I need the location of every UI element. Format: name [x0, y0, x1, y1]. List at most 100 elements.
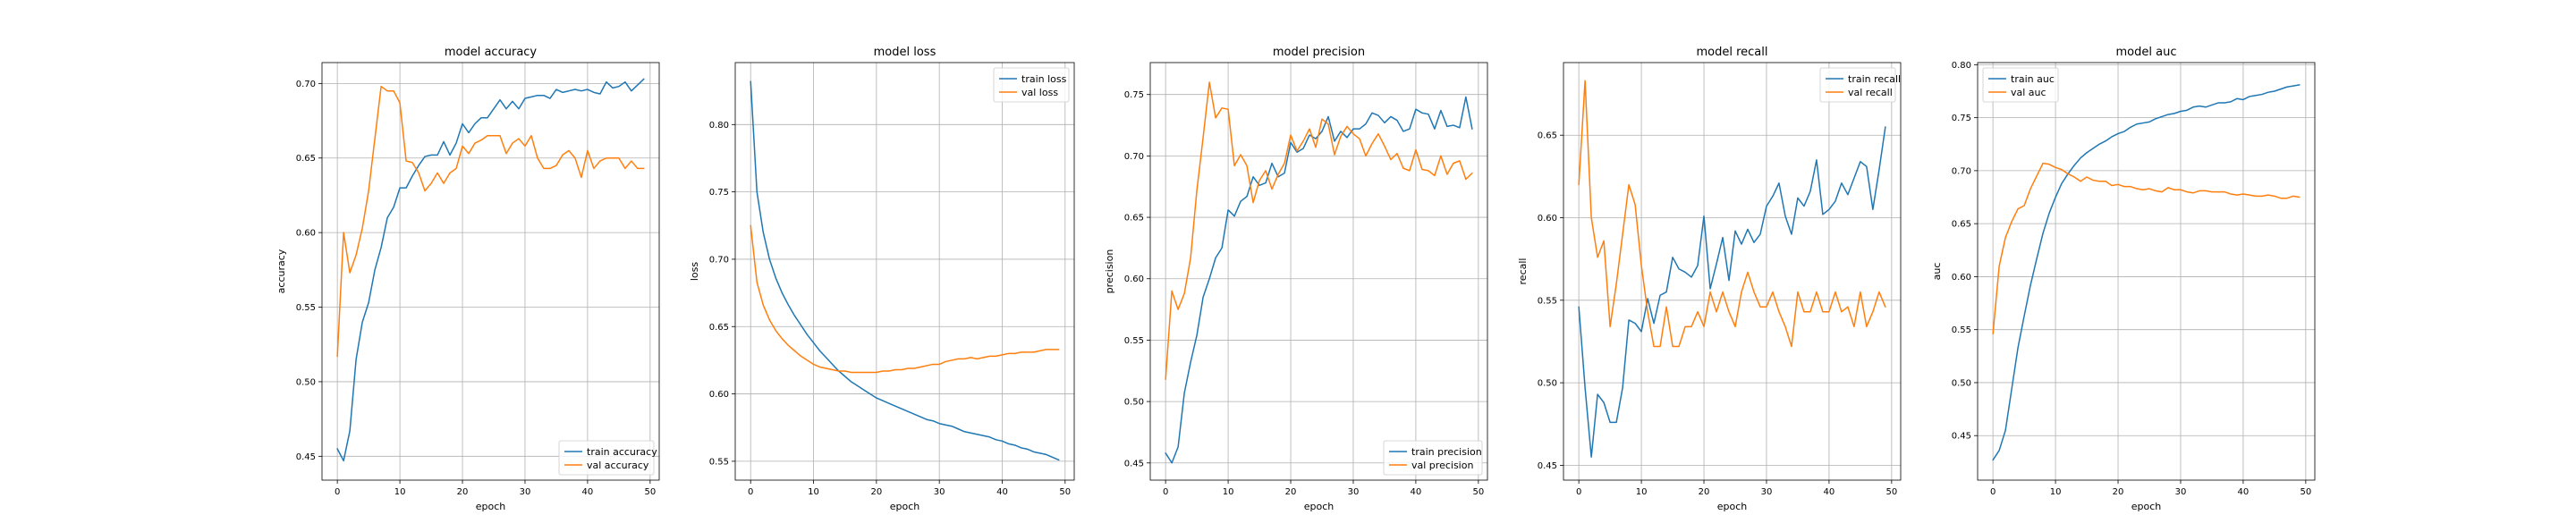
chart-title: model auc: [2116, 46, 2177, 59]
y-tick-label: 0.45: [1538, 461, 1557, 471]
x-tick-label: 10: [1636, 487, 1648, 497]
series-line-train: [1165, 96, 1473, 464]
legend-label: train loss: [1021, 73, 1067, 85]
x-tick-label: 40: [1824, 487, 1835, 497]
series-line-train: [1578, 126, 1886, 458]
legend: train loss val loss: [993, 67, 1070, 103]
x-tick-label: 50: [1059, 487, 1071, 497]
chart-title: model recall: [1696, 46, 1767, 59]
x-tick-label: 20: [870, 487, 882, 497]
chart-title: model precision: [1273, 46, 1365, 59]
x-tick-label: 30: [520, 487, 531, 497]
x-axis-label: epoch: [2131, 501, 2162, 512]
y-tick-label: 0.45: [1124, 459, 1144, 469]
x-tick-label: 50: [644, 487, 656, 497]
x-tick-label: 30: [934, 487, 945, 497]
y-tick-label: 0.50: [1952, 378, 1971, 388]
subplot-4: 0 10 20 30 40 50 0.45 0.50 0.55 0.60 0.65 model rec…: [1517, 46, 1902, 512]
subplot-1: 0 10 20 30 40 50 0.45 0.50 0.55 0.60 0.65 0.70 model…: [275, 46, 660, 512]
x-tick-label: 30: [1761, 487, 1773, 497]
legend-box: [993, 67, 1070, 103]
y-tick-label: 0.50: [296, 377, 316, 387]
x-tick-label: 0: [1576, 487, 1581, 497]
y-tick-label: 0.60: [296, 229, 316, 239]
y-tick-label: 0.75: [1952, 114, 1971, 123]
x-tick-label: 0: [335, 487, 340, 497]
x-tick-label: 10: [394, 487, 406, 497]
y-tick-label: 0.60: [1124, 274, 1144, 284]
x-tick-label: 40: [2238, 487, 2250, 497]
legend-label: train recall: [1848, 73, 1901, 85]
x-tick-label: 30: [1348, 487, 1360, 497]
subplot-2: 0 10 20 30 40 50 0.55 0.60 0.65 0.70 0.75 0.80 model…: [689, 46, 1075, 512]
y-tick-label: 0.65: [709, 323, 729, 333]
y-tick-label: 0.65: [1952, 220, 1971, 230]
legend-label: train precision: [1411, 446, 1482, 458]
series-line-train: [1992, 84, 2301, 461]
x-tick-label: 50: [2300, 487, 2311, 497]
legend-box: [1982, 67, 2059, 103]
y-axis-label: recall: [1517, 258, 1529, 285]
axes-frame: [1977, 62, 2316, 481]
y-axis-label: auc: [1931, 263, 1943, 281]
y-tick-label: 0.55: [1952, 325, 1971, 335]
x-tick-label: 50: [1472, 487, 1484, 497]
y-tick-label: 0.45: [296, 452, 316, 462]
x-tick-label: 20: [2113, 487, 2124, 497]
legend-label: val loss: [1021, 87, 1058, 98]
axes-frame: [1149, 62, 1488, 481]
axes-frame: [321, 62, 660, 481]
axes-frame: [1563, 62, 1902, 481]
y-tick-label: 0.70: [1952, 166, 1971, 176]
series-line-val: [750, 224, 1060, 374]
legend: train recall val recall: [1819, 67, 1901, 103]
y-tick-label: 0.50: [1124, 398, 1144, 408]
legend-box: [558, 440, 655, 476]
x-tick-label: 40: [1411, 487, 1422, 497]
x-tick-label: 0: [1163, 487, 1168, 497]
x-tick-label: 20: [1285, 487, 1297, 497]
y-axis-label: loss: [689, 262, 700, 282]
x-tick-label: 20: [1699, 487, 1710, 497]
series-line-train: [336, 78, 645, 462]
x-tick-label: 0: [1990, 487, 1996, 497]
series-line-train: [750, 80, 1060, 461]
y-tick-label: 0.55: [296, 303, 316, 313]
y-tick-label: 0.65: [1538, 131, 1557, 141]
x-tick-label: 20: [457, 487, 469, 497]
legend-label: val auc: [2011, 87, 2046, 98]
y-tick-label: 0.80: [1952, 61, 1971, 71]
y-tick-label: 0.55: [1538, 296, 1557, 306]
series-line-val: [1578, 80, 1886, 348]
y-tick-label: 0.70: [296, 80, 316, 89]
series-line-val: [1165, 81, 1473, 381]
series-line-val: [336, 85, 645, 358]
y-tick-label: 0.50: [1538, 379, 1557, 389]
subplot-5: 0 10 20 30 40 50 0.45 0.50 0.55 0.60 0.65 0.70 0.75 0…: [1931, 46, 2316, 512]
x-axis-label: epoch: [476, 501, 506, 512]
legend-box: [1819, 67, 1896, 103]
y-tick-label: 0.45: [1952, 432, 1971, 442]
legend-box: [1383, 440, 1483, 476]
y-axis-label: accuracy: [275, 249, 287, 293]
x-tick-label: 40: [582, 487, 594, 497]
x-tick-label: 10: [2050, 487, 2062, 497]
y-tick-label: 0.60: [1538, 214, 1557, 224]
subplot-3: 0 10 20 30 40 50 0.45 0.50 0.55 0.60 0.65 0.70 0.75 m…: [1104, 46, 1488, 512]
x-axis-label: epoch: [1304, 501, 1335, 512]
y-tick-label: 0.75: [709, 188, 729, 198]
y-tick-label: 0.80: [709, 121, 729, 131]
x-axis-label: epoch: [1717, 501, 1748, 512]
y-axis-label: precision: [1104, 249, 1115, 294]
x-axis-label: epoch: [890, 501, 920, 512]
legend: train accuracy val accuracy: [558, 440, 657, 476]
y-tick-label: 0.55: [1124, 336, 1144, 346]
y-tick-label: 0.70: [1124, 152, 1144, 162]
y-tick-label: 0.55: [709, 457, 729, 467]
x-tick-label: 50: [1885, 487, 1897, 497]
x-tick-label: 30: [2175, 487, 2187, 497]
x-tick-label: 10: [808, 487, 819, 497]
series-line-val: [1992, 162, 2301, 335]
y-tick-label: 0.65: [1124, 214, 1144, 224]
